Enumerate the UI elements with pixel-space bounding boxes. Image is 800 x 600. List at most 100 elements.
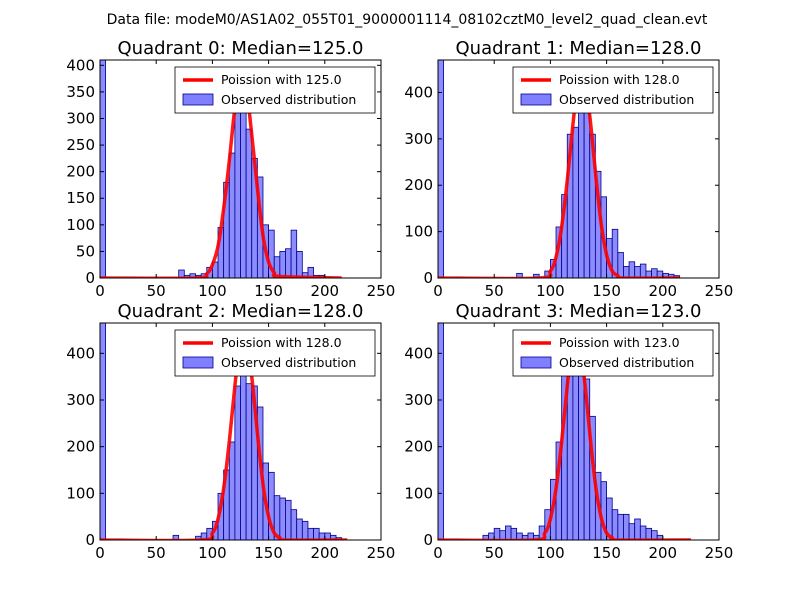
histogram-bar: [438, 323, 445, 540]
y-tick-label: 100: [66, 216, 95, 234]
histogram-bar: [268, 229, 275, 278]
histogram-bar: [301, 520, 309, 540]
plot-area: [100, 323, 348, 540]
histogram-bar: [499, 530, 506, 540]
y-tick-label: 200: [66, 438, 95, 456]
y-tick-label: 0: [85, 531, 95, 549]
histogram-bar: [583, 96, 591, 278]
legend-label-poisson: Poission with 125.0: [221, 72, 342, 87]
histogram-bar: [623, 266, 630, 278]
x-tick-label: 250: [367, 282, 396, 300]
subplot-quadrant-0: Quadrant 0: Median=125.0 0 50 100 150 200 250 0…: [66, 38, 395, 300]
x-tick-label: 250: [705, 544, 734, 562]
x-tick-label: 200: [648, 544, 677, 562]
histogram-bar: [285, 248, 292, 278]
y-tick-label: 150: [66, 189, 95, 207]
legend-bar-swatch: [520, 93, 552, 106]
legend-label-poisson: Poission with 128.0: [221, 335, 342, 350]
legend-label-observed: Observed distribution: [221, 92, 356, 107]
x-tick-label: 100: [536, 544, 565, 562]
histogram-bar: [572, 126, 579, 278]
legend-bar-swatch: [520, 356, 552, 369]
legend: Poission with 128.0 Observed distribution: [174, 329, 376, 377]
histogram-bar: [307, 527, 314, 540]
histogram-bar: [245, 383, 253, 540]
x-tick-label: 150: [592, 544, 621, 562]
axes-frame: [437, 322, 720, 541]
histogram-bar: [240, 366, 247, 540]
y-tick-label: 400: [404, 83, 433, 101]
legend-label-poisson: Poission with 123.0: [559, 335, 680, 350]
histogram-bar: [290, 229, 298, 278]
x-tick-label: 100: [198, 282, 227, 300]
y-tick-label: 400: [404, 344, 433, 362]
x-tick-label: 200: [310, 282, 339, 300]
histogram-bar: [572, 348, 579, 540]
histogram-bar: [634, 518, 641, 540]
histogram-bar: [296, 251, 303, 278]
plot-area: [438, 60, 681, 278]
legend: Poission with 125.0 Observed distribution: [174, 66, 376, 114]
y-tick-label: 50: [76, 242, 95, 260]
y-tick-label: 200: [404, 438, 433, 456]
histogram-bar: [639, 525, 647, 540]
legend-label-observed: Observed distribution: [559, 355, 694, 370]
histogram-bar: [533, 273, 540, 278]
x-tick-label: 50: [485, 282, 504, 300]
histogram-bar: [296, 518, 303, 540]
legend: Poission with 128.0 Observed distribution: [512, 66, 714, 114]
histogram-bar: [228, 441, 236, 540]
subplot-title: Quadrant 0: Median=125.0: [118, 38, 364, 59]
histogram-bar: [100, 323, 107, 540]
y-tick-label: 350: [66, 83, 95, 101]
x-tick-label: 200: [310, 544, 339, 562]
y-tick-label: 300: [404, 391, 433, 409]
histogram-bar: [438, 60, 445, 278]
histogram-bar: [628, 261, 636, 278]
y-tick-label: 100: [66, 484, 95, 502]
x-tick-label: 100: [198, 544, 227, 562]
legend-label-observed: Observed distribution: [221, 355, 356, 370]
x-tick-label: 100: [536, 282, 565, 300]
x-tick-label: 150: [592, 282, 621, 300]
x-tick-label: 250: [705, 282, 734, 300]
y-tick-label: 100: [404, 223, 433, 241]
histogram-bar: [617, 513, 624, 540]
y-tick-label: 200: [404, 176, 433, 194]
y-tick-label: 300: [66, 391, 95, 409]
histogram-bar: [245, 128, 253, 278]
histogram-bar: [617, 252, 624, 278]
axes-frame: [99, 59, 382, 279]
legend-bar-swatch: [182, 93, 214, 106]
histogram-bar: [510, 527, 518, 540]
y-tick-label: 200: [66, 163, 95, 181]
histogram-bar: [234, 104, 241, 278]
histogram-bar: [100, 60, 107, 278]
histogram-bar: [279, 497, 286, 540]
histogram-bar: [645, 527, 652, 540]
y-tick-label: 400: [66, 56, 95, 74]
legend-bar-swatch: [182, 356, 214, 369]
legend-label-observed: Observed distribution: [559, 92, 694, 107]
histogram-bar: [628, 523, 636, 540]
y-tick-label: 0: [423, 531, 433, 549]
x-tick-label: 0: [433, 282, 443, 300]
y-tick-label: 400: [66, 344, 95, 362]
subplot-quadrant-1: Quadrant 1: Median=128.0 0 50 100 150 200 250 0…: [404, 38, 733, 300]
y-tick-label: 250: [66, 136, 95, 154]
x-tick-label: 200: [648, 282, 677, 300]
histogram-bar: [313, 527, 320, 540]
y-tick-label: 0: [423, 269, 433, 287]
x-tick-label: 50: [147, 544, 166, 562]
histogram-bar: [623, 513, 630, 540]
y-tick-label: 100: [404, 484, 433, 502]
histogram-bar: [505, 525, 512, 540]
x-tick-label: 0: [95, 282, 105, 300]
y-tick-label: 300: [404, 130, 433, 148]
histogram-bar: [240, 94, 247, 278]
axes-frame: [437, 59, 720, 279]
x-tick-label: 0: [433, 544, 443, 562]
histogram-bar: [578, 94, 585, 278]
histogram-bar: [611, 509, 619, 540]
histogram-bar: [285, 499, 292, 540]
